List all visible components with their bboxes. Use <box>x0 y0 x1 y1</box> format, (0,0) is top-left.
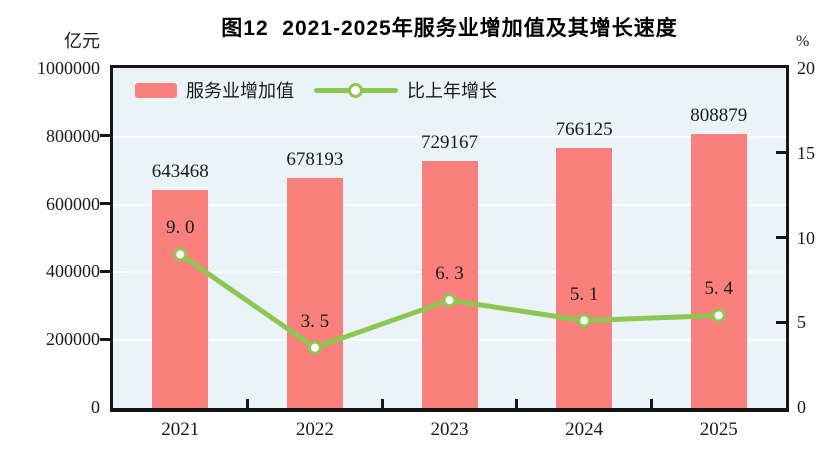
left-axis-tick <box>100 269 110 273</box>
bar-value-label: 766125 <box>555 119 613 141</box>
bar-value-label: 643468 <box>151 160 209 182</box>
bar-value-label: 678193 <box>286 149 344 171</box>
left-axis-tick-label: 0 <box>91 397 100 417</box>
bar-series-swatch <box>135 82 177 98</box>
x-axis-label: 2023 <box>430 419 469 440</box>
left-axis-tick <box>100 134 110 138</box>
line-marker <box>711 308 726 323</box>
x-axis-tick <box>649 399 653 408</box>
left-axis-tick-label: 600000 <box>46 193 100 214</box>
legend-item-bar-series: 服务业增加值 <box>135 77 294 103</box>
left-axis-tick-label: 800000 <box>46 125 100 146</box>
bar-series-legend-label: 服务业增加值 <box>186 81 294 101</box>
line-marker <box>173 247 188 262</box>
x-axis-label: 2024 <box>565 419 604 440</box>
x-axis-label: 2022 <box>295 419 334 440</box>
right-axis-tick-label: 20 <box>797 58 815 78</box>
x-axis-tick <box>515 399 519 408</box>
line-value-label: 5. 1 <box>569 283 599 305</box>
line-series-marker-icon <box>348 82 363 98</box>
bar-2021 <box>152 189 209 408</box>
bar-value-label: 729167 <box>421 131 478 153</box>
right-axis-unit-label: % <box>796 33 810 50</box>
chart-title: 图12 2021-2025年服务业增加值及其增长速度 <box>221 17 678 40</box>
left-axis-tick-label: 400000 <box>46 261 100 282</box>
line-value-label: 5. 4 <box>704 278 733 300</box>
line-marker <box>442 293 457 308</box>
left-axis-unit-label: 亿元 <box>64 31 100 51</box>
line-series-legend-label: 比上年增长 <box>407 81 497 101</box>
right-axis-tick-label: 5 <box>797 312 806 333</box>
line-marker <box>307 340 322 355</box>
x-axis-label: 2025 <box>699 419 738 440</box>
left-axis-tick-label: 200000 <box>46 329 100 350</box>
right-axis-tick-label: 0 <box>797 397 806 417</box>
line-series-sample <box>314 82 398 99</box>
plot-area: 643468 678193 729167 766125 808879 9. 0 3. 5 6.… <box>110 65 789 412</box>
line-marker <box>577 313 592 328</box>
left-axis-tick-label: 1000000 <box>37 58 100 78</box>
x-axis-tick <box>246 399 250 408</box>
legend: 服务业增加值 比上年增长 <box>135 77 497 103</box>
bar-value-label: 808879 <box>690 104 748 126</box>
right-axis-tick-label: 10 <box>797 227 815 248</box>
left-axis-tick <box>100 202 110 206</box>
right-axis-tick <box>776 151 786 155</box>
right-axis-tick-label: 15 <box>797 142 815 163</box>
growth-line-chart <box>173 247 726 355</box>
legend-item-line-series: 比上年增长 <box>314 77 497 103</box>
line-value-label: 6. 3 <box>435 263 464 285</box>
bar-2023 <box>421 160 478 408</box>
line-value-label: 9. 0 <box>166 217 195 239</box>
bar-2025 <box>690 133 747 408</box>
bar-2022 <box>286 178 343 408</box>
left-axis-tick <box>100 337 110 341</box>
gridline <box>113 135 786 138</box>
x-axis-label: 2021 <box>161 419 200 440</box>
line-value-label: 3. 5 <box>300 310 330 332</box>
right-axis-tick <box>776 320 786 324</box>
right-axis-tick <box>776 236 786 239</box>
bar-2024 <box>556 148 613 408</box>
x-axis-tick <box>380 399 384 408</box>
